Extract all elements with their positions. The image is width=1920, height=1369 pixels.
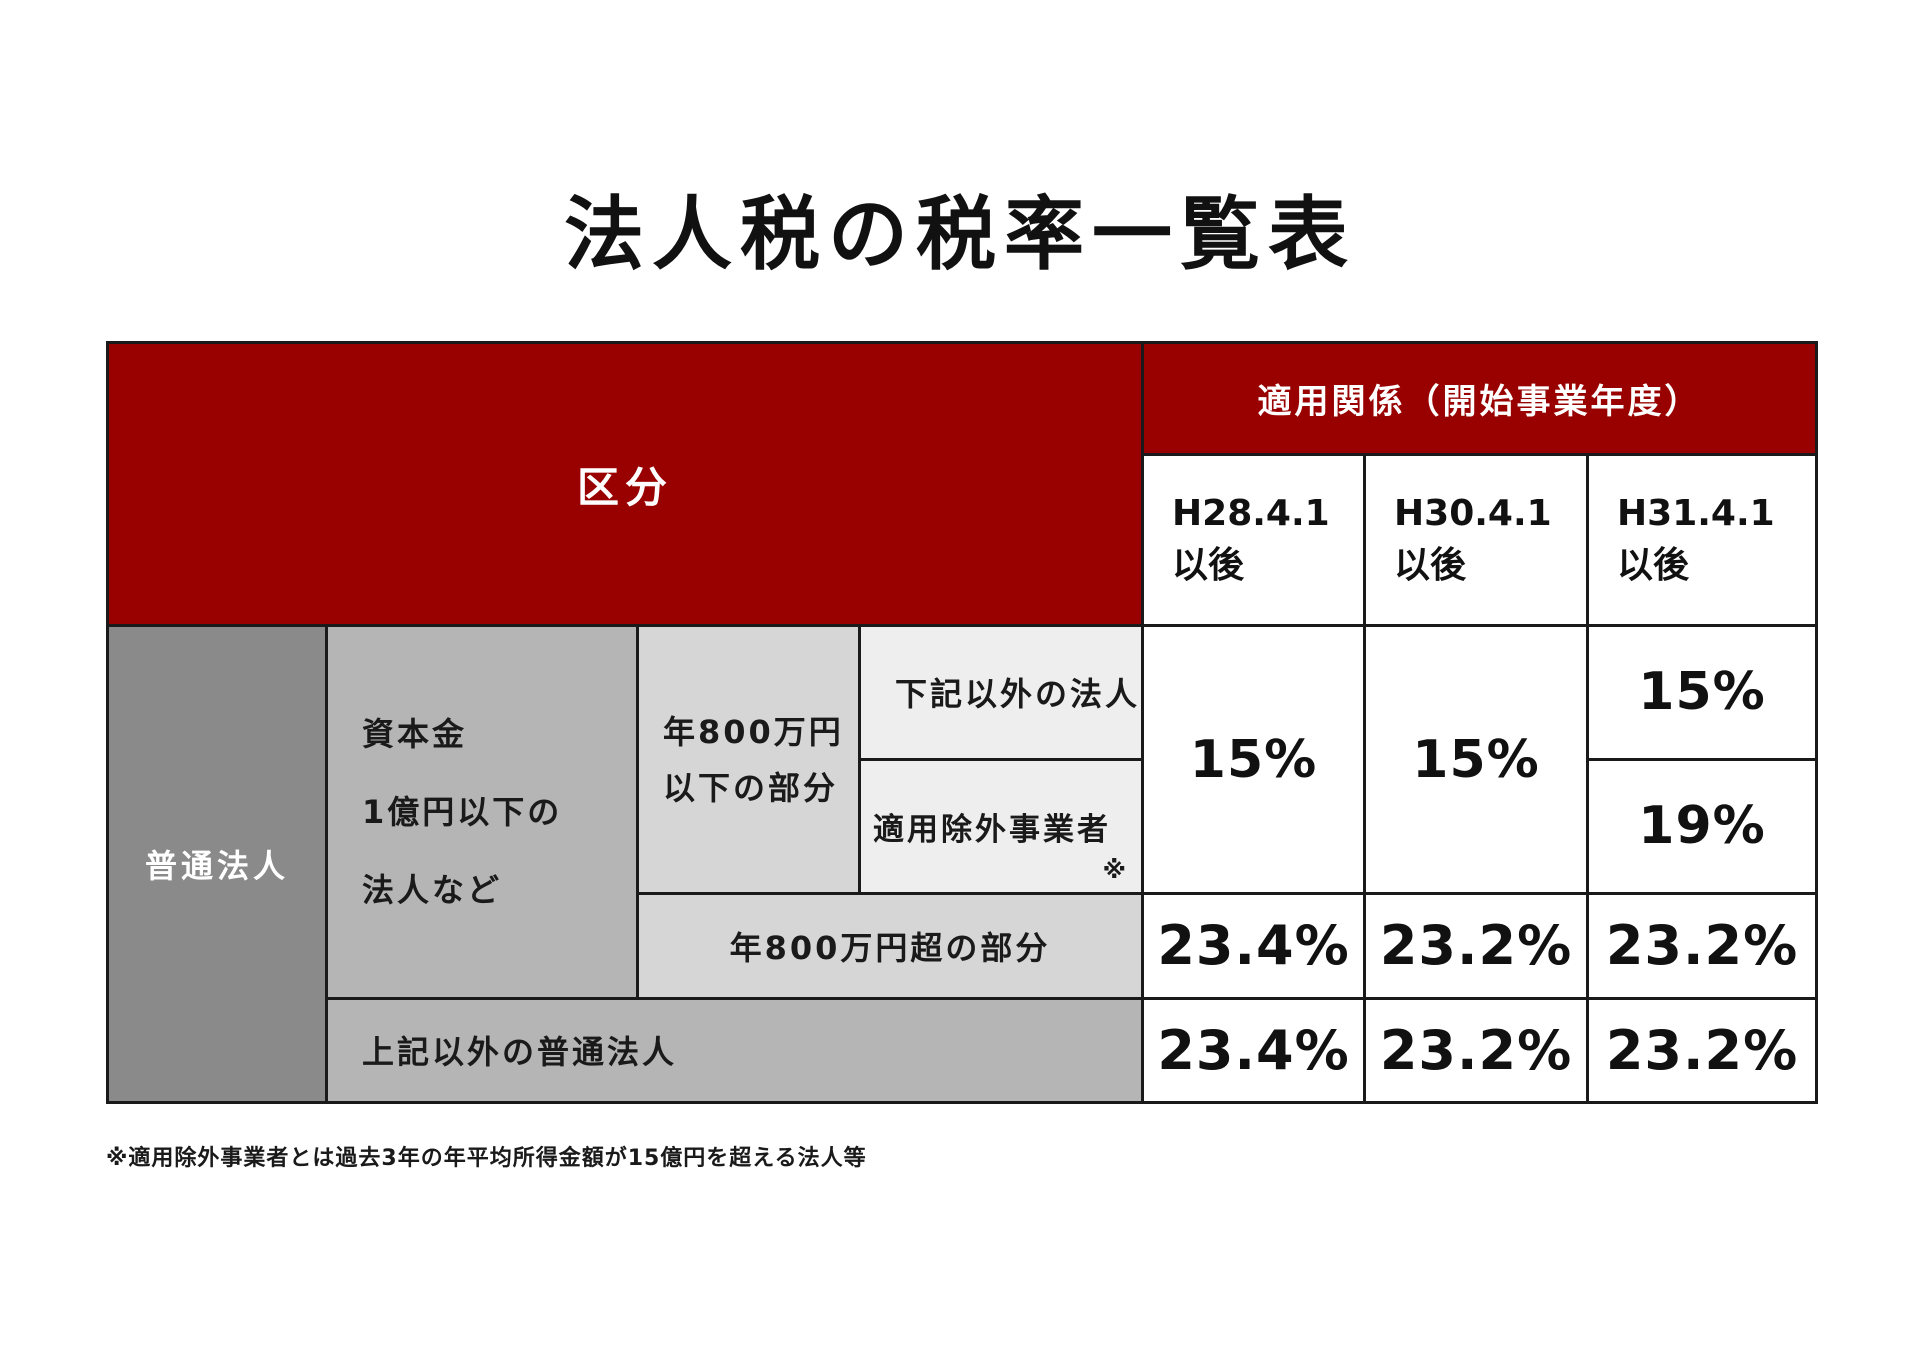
footnote-mark: ※ [1102, 856, 1130, 885]
shihonkin-line: 法人など [362, 870, 503, 909]
shihonkin-line: 資本金 [362, 714, 468, 753]
period-date: H31.4.1 [1617, 493, 1775, 535]
kaki-igai-label: 下記以外の法人 [857, 624, 1145, 761]
period-date: H28.4.1 [1172, 493, 1330, 535]
period-suffix: 以後 [1394, 545, 1467, 587]
nen800-ika-line: 年800万円 [663, 712, 844, 751]
period-suffix: 以後 [1617, 545, 1690, 587]
tax-rate-table: 区分 適用関係（開始事業年度） H28.4.1 以後 H30.4.1 以後 H3… [105, 340, 1819, 1105]
tekiyou-header: 適用関係（開始事業年度） [1141, 340, 1819, 457]
period-suffix: 以後 [1172, 545, 1245, 587]
rate-h30-small-high: 23.2% [1363, 892, 1590, 1000]
tekiyou-jogai-label: 適用除外事業者 ※ [857, 757, 1145, 896]
rate-h28-other: 23.4% [1141, 996, 1367, 1105]
period-header-h31: H31.4.1 以後 [1586, 453, 1819, 628]
rate-h31-small-high: 23.2% [1586, 892, 1819, 1000]
nen800-ika-label: 年800万円 以下の部分 [636, 624, 861, 896]
rate-h31-small-low-excluded: 19% [1586, 757, 1819, 896]
futsu-houjin-label: 普通法人 [106, 624, 328, 1104]
rate-h30-small-low: 15% [1363, 624, 1590, 896]
shihonkin-label: 資本金 1億円以下の 法人など [325, 624, 639, 1000]
footnote: ※適用除外事業者とは過去3年の年平均所得金額が15億円を超える法人等 [106, 1146, 867, 1171]
nen800-ika-line: 以下の部分 [663, 768, 839, 807]
nen800-chou-label: 年800万円超の部分 [635, 892, 1145, 1000]
shihonkin-line: 1億円以下の [362, 792, 563, 831]
tekiyou-jogai-text: 適用除外事業者 [873, 811, 1111, 848]
kubun-header: 区分 [105, 340, 1145, 628]
jouki-igai-label: 上記以外の普通法人 [324, 996, 1145, 1105]
period-header-h30: H30.4.1 以後 [1363, 453, 1590, 628]
period-date: H30.4.1 [1394, 493, 1552, 535]
period-header-h28: H28.4.1 以後 [1141, 453, 1367, 628]
rate-h28-small-high: 23.4% [1141, 892, 1367, 1000]
rate-h28-small-low: 15% [1141, 624, 1367, 896]
rate-h31-small-low-other: 15% [1586, 624, 1819, 761]
rate-h31-other: 23.2% [1586, 996, 1819, 1105]
page-title: 法人税の税率一覧表 [564, 188, 1356, 281]
rate-h30-other: 23.2% [1363, 996, 1590, 1105]
